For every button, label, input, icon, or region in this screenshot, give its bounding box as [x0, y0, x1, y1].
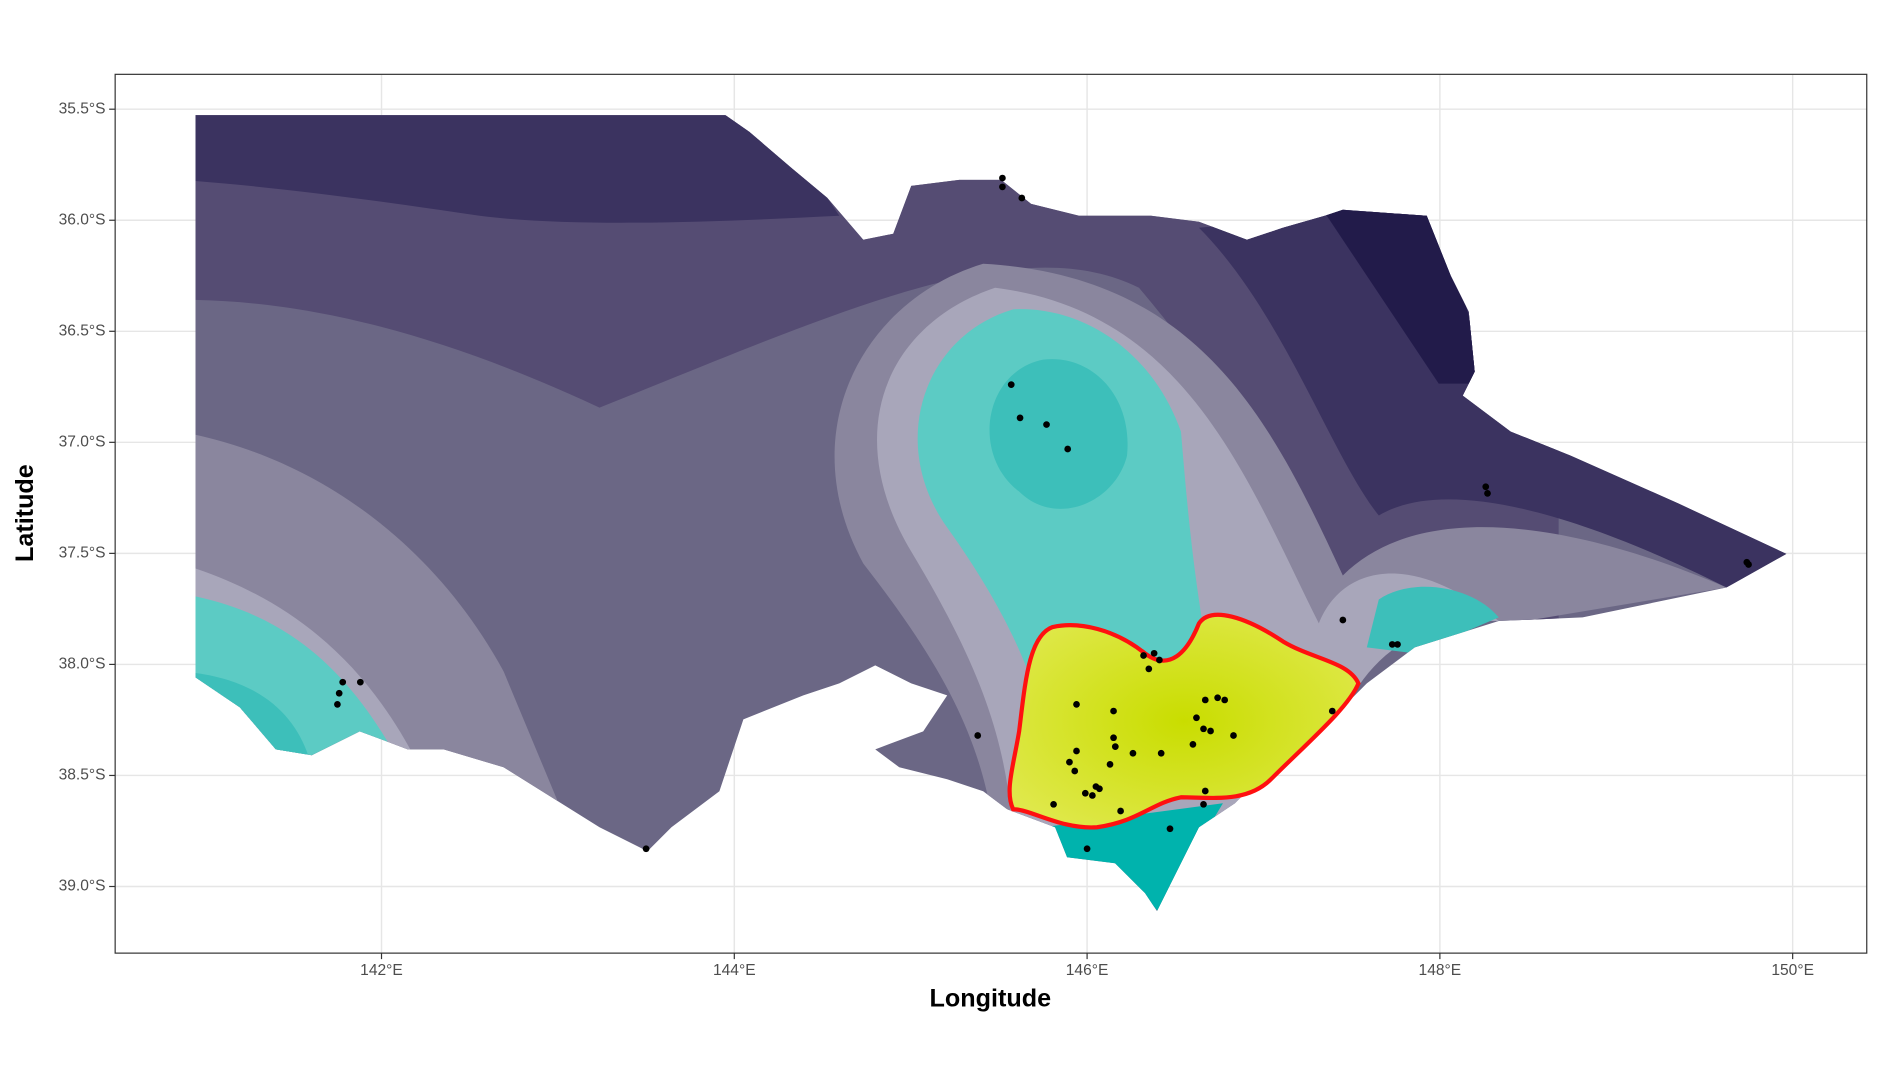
x-tick-label: 144°E: [713, 962, 756, 979]
y-axis-title: Latitude: [11, 464, 39, 562]
y-tick-label: 36.0°S: [59, 211, 106, 228]
y-tick-label: 37.0°S: [59, 433, 106, 450]
band: [195, 115, 840, 223]
point: [1189, 741, 1197, 748]
point: [356, 678, 364, 686]
point: [1157, 749, 1165, 757]
band: [917, 309, 1211, 720]
x-tick-label: 148°E: [1419, 962, 1462, 979]
band: [989, 359, 1128, 509]
point: [339, 678, 347, 686]
point: [1328, 707, 1336, 715]
y-tick-label: 36.5°S: [59, 322, 106, 339]
point: [1201, 787, 1209, 795]
point: [1073, 701, 1080, 708]
point: [1111, 743, 1119, 750]
points: [334, 174, 1752, 853]
point: [1050, 800, 1057, 808]
point: [335, 689, 343, 697]
point: [1394, 641, 1401, 648]
point: [1081, 789, 1089, 797]
x-tick-label: 150°E: [1771, 962, 1814, 979]
point: [1145, 665, 1153, 673]
point: [1089, 792, 1096, 799]
point: [999, 183, 1006, 191]
point: [1083, 845, 1091, 853]
point: [1129, 749, 1137, 757]
y-tick-label: 37.5°S: [59, 544, 106, 561]
band: [1366, 586, 1499, 654]
x-tick-label: 142°E: [360, 962, 403, 979]
point: [1745, 561, 1752, 568]
point: [1484, 490, 1491, 497]
point: [1207, 727, 1214, 735]
point: [1150, 649, 1158, 657]
x-axis-title: Longitude: [930, 985, 1052, 1013]
point: [1166, 825, 1174, 833]
point: [1200, 800, 1207, 808]
point: [999, 174, 1006, 182]
point: [1007, 381, 1015, 388]
panel-border: [114, 73, 1868, 954]
point: [1482, 483, 1490, 491]
y-tick-label: 35.5°S: [59, 100, 106, 117]
band: [1043, 803, 1223, 912]
point: [974, 732, 982, 739]
point: [1388, 641, 1396, 648]
point: [1064, 445, 1072, 453]
point: [1096, 785, 1103, 793]
point: [642, 845, 650, 853]
y-tick-label: 38.5°S: [59, 767, 106, 784]
point: [1071, 767, 1079, 775]
point: [1339, 616, 1347, 624]
point: [1106, 760, 1114, 768]
point: [1230, 732, 1237, 739]
point: [1201, 696, 1209, 704]
point: [1200, 725, 1207, 733]
point: [1193, 714, 1200, 722]
point: [1110, 707, 1117, 715]
highlight-region: [1007, 612, 1361, 830]
point: [1043, 421, 1050, 428]
point: [1221, 696, 1229, 704]
point: [1073, 747, 1080, 755]
point: [1156, 656, 1163, 664]
y-tick-label: 38.0°S: [59, 656, 106, 673]
point: [1110, 734, 1117, 742]
point: [334, 701, 341, 708]
point: [1018, 194, 1026, 202]
point: [1214, 694, 1221, 702]
x-tick-label: 146°E: [1066, 962, 1109, 979]
point: [1117, 807, 1124, 815]
point: [1016, 414, 1024, 422]
y-tick-label: 39.0°S: [59, 878, 106, 895]
point: [1140, 652, 1147, 659]
point: [1066, 758, 1073, 766]
